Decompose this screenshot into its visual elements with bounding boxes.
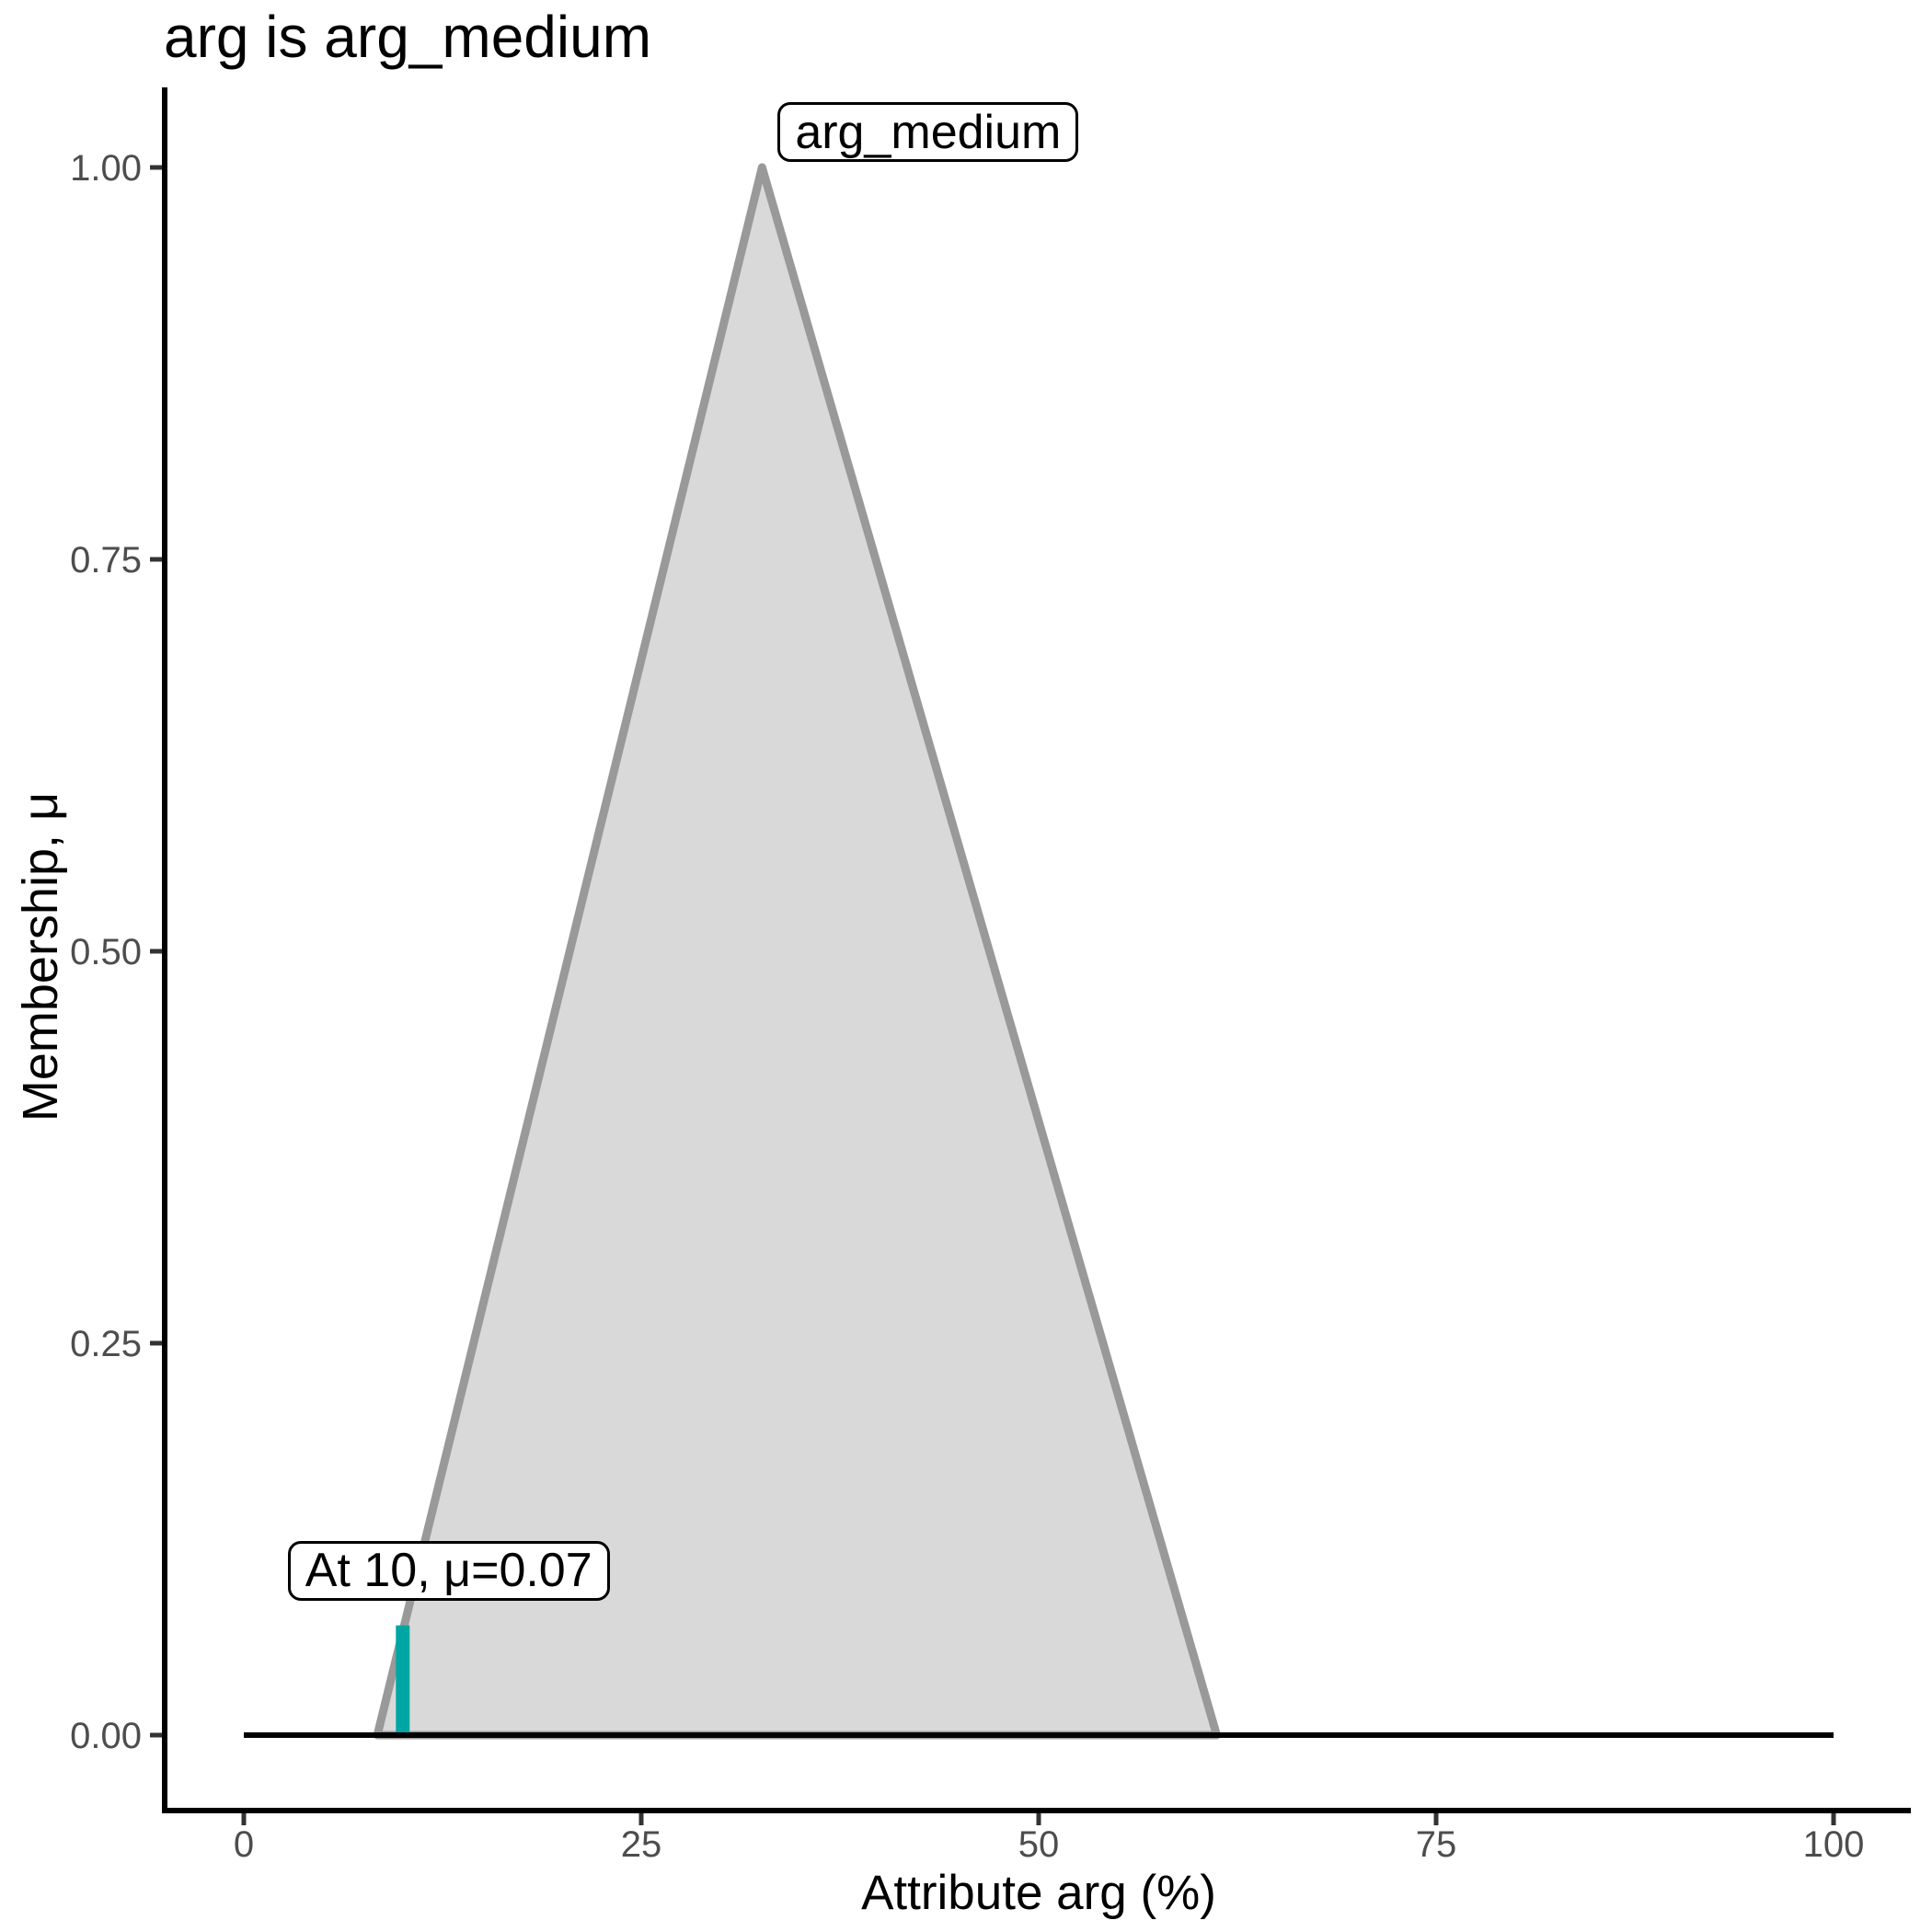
y-tick-label: 0.50: [70, 932, 142, 972]
y-tick-label: 0.00: [70, 1716, 142, 1756]
membership-function-arg_medium: [373, 163, 1222, 1740]
x-axis-title: Attribute arg (%): [861, 1866, 1216, 1920]
y-tick-label: 1.00: [70, 148, 142, 189]
x-tick-label: 100: [1803, 1824, 1865, 1865]
x-tick-label: 25: [621, 1824, 662, 1865]
chart-title: arg is arg_medium: [164, 4, 651, 70]
x-tick-label: 75: [1416, 1824, 1457, 1865]
y-tick-label: 0.75: [70, 540, 142, 581]
marker-bar: [396, 1625, 410, 1738]
y-axis-title: Membership, μ: [13, 791, 68, 1122]
set-label: arg_medium: [777, 102, 1079, 162]
marker-label: At 10, μ=0.07: [287, 1540, 610, 1601]
x-tick-label: 50: [1018, 1824, 1060, 1865]
y-tick-label: 0.25: [70, 1324, 142, 1364]
x-tick-label: 0: [234, 1824, 254, 1865]
